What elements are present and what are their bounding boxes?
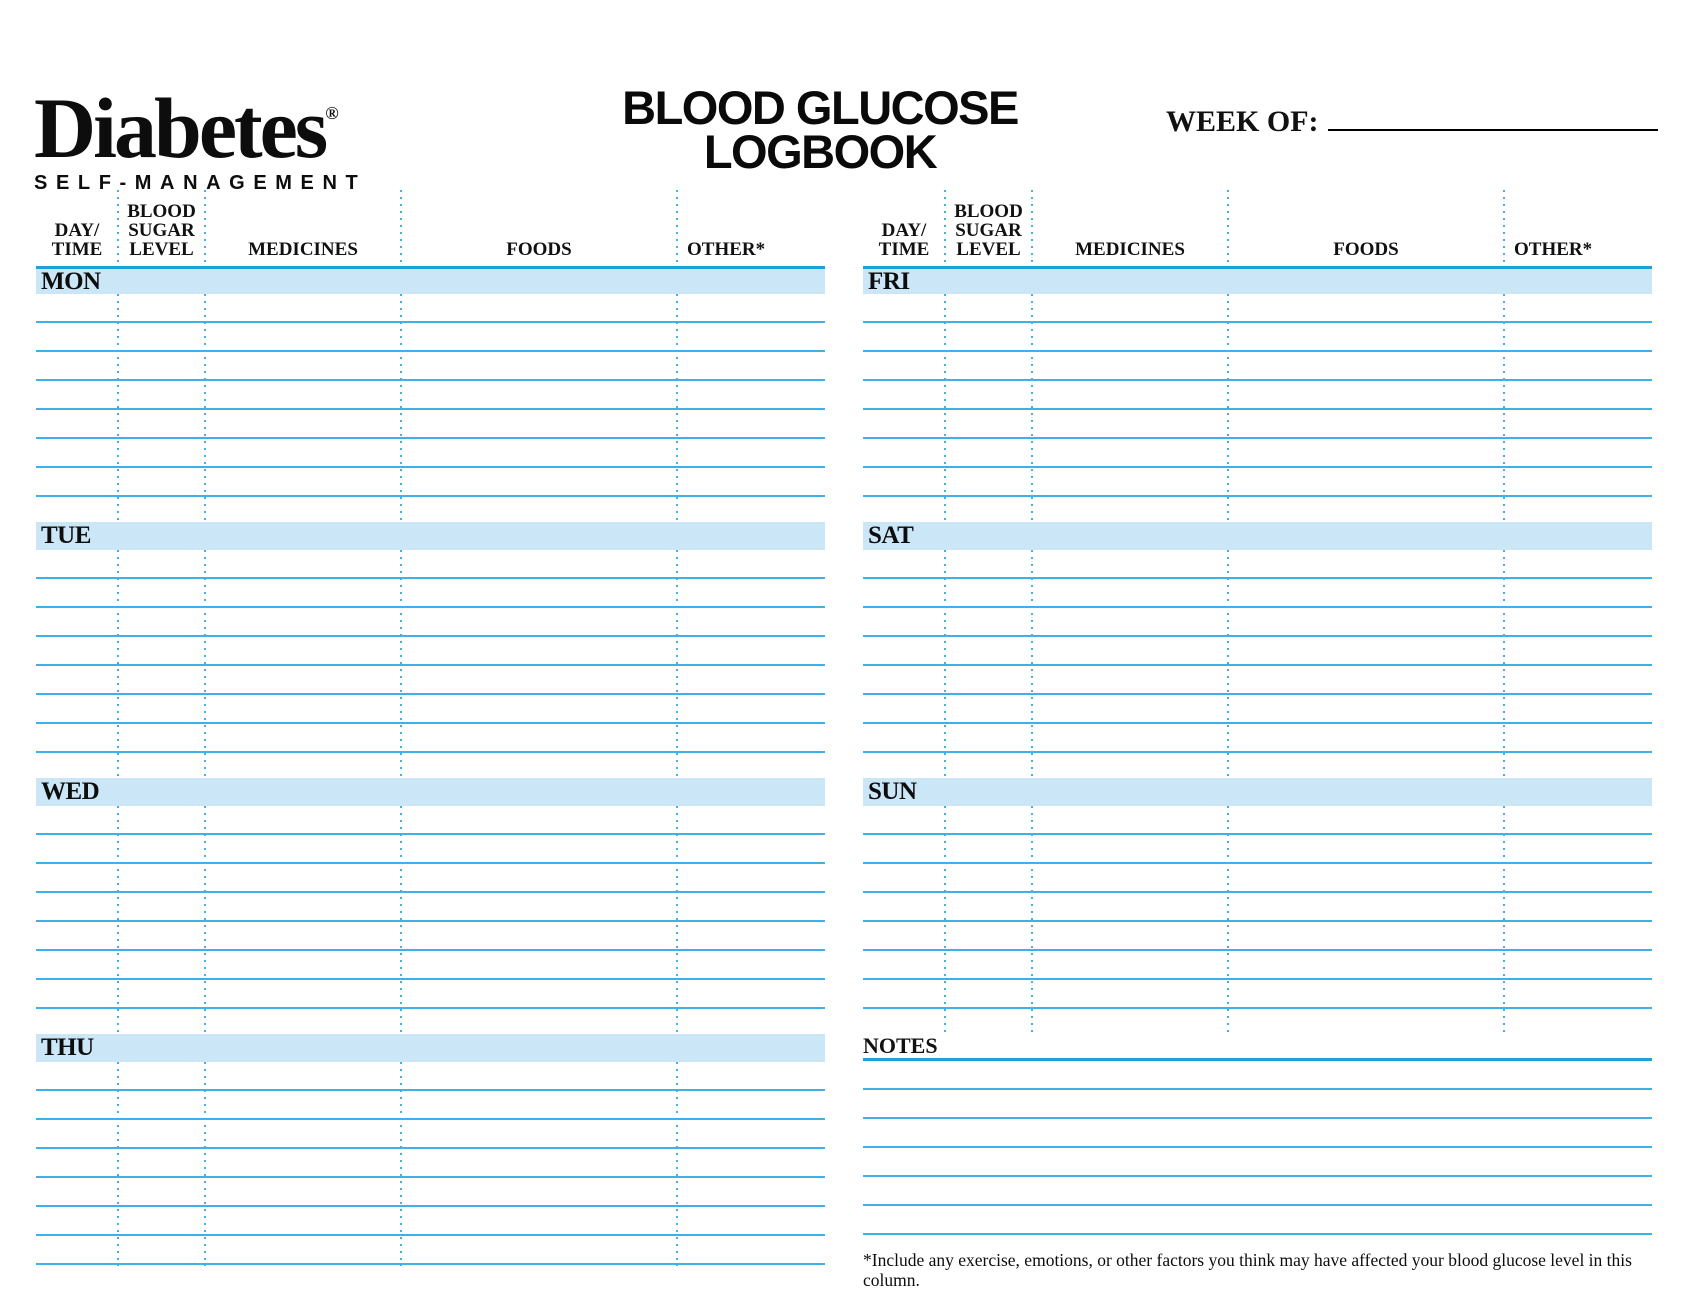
column-header-medicines: MEDICINES <box>1075 239 1185 260</box>
log-rows-fri[interactable] <box>863 294 1652 522</box>
page-title-line1: BLOOD GLUCOSE <box>622 81 1019 134</box>
day-label-tue: TUE <box>41 522 91 549</box>
week-of-label: WEEK OF: <box>1166 105 1319 138</box>
week-of-line[interactable] <box>1327 100 1658 131</box>
column-header-day-time: DAY/TIME <box>878 220 930 260</box>
day-bar-thu: THU <box>36 1034 825 1062</box>
page-title: BLOOD GLUCOSE LOGBOOK <box>565 81 1075 178</box>
brand-wordmark: Diabetes® <box>34 70 374 171</box>
column-header-other: OTHER* <box>1514 239 1593 260</box>
footnote-text: *Include any exercise, emotions, or othe… <box>863 1250 1632 1290</box>
log-rows-sun[interactable] <box>863 806 1652 1034</box>
log-rows-thu[interactable] <box>36 1062 825 1266</box>
day-bar-mon: MON <box>36 266 825 294</box>
column-header-foods: FOODS <box>1333 239 1399 260</box>
column-header-other: OTHER* <box>687 239 766 260</box>
day-label-sat: SAT <box>868 522 914 549</box>
page-title-line2: LOGBOOK <box>703 125 938 178</box>
column-header-blood-sugar-level: BLOOD SUGAR LEVEL <box>127 201 196 260</box>
column-header-day-time: DAY/TIME <box>51 220 103 260</box>
day-label-wed: WED <box>41 778 100 805</box>
brand-text: Diabetes <box>34 80 328 176</box>
registered-mark: ® <box>325 103 339 123</box>
logbook-content: DAY/TIME BLOOD SUGAR LEVEL MEDICINES FOODS… <box>36 188 1652 1290</box>
diabetes-logo: Diabetes® SELF-MANAGEMENT <box>34 70 374 195</box>
day-bar-sat: SAT <box>863 522 1652 550</box>
glucose-table-right: DAY/TIME BLOOD SUGAR LEVEL MEDICINES FOODS… <box>863 188 1652 1290</box>
column-header-foods: FOODS <box>506 239 572 260</box>
notes-heading: NOTES <box>863 1034 1652 1061</box>
log-rows-sat[interactable] <box>863 550 1652 778</box>
day-label-mon: MON <box>41 267 101 295</box>
column-header-row-right: DAY/TIME BLOOD SUGAR LEVEL MEDICINES FOODS… <box>863 188 1652 266</box>
column-header-medicines: MEDICINES <box>248 239 358 260</box>
page-header: Diabetes® SELF-MANAGEMENT BLOOD GLUCOSE … <box>0 0 1688 194</box>
day-bar-sun: SUN <box>863 778 1652 806</box>
notes-label: NOTES <box>863 1033 938 1058</box>
day-label-sun: SUN <box>868 778 917 805</box>
day-bar-wed: WED <box>36 778 825 806</box>
notes-lines[interactable] <box>863 1061 1652 1237</box>
log-rows-tue[interactable] <box>36 550 825 778</box>
column-header-blood-sugar-level: BLOOD SUGAR LEVEL <box>954 201 1023 260</box>
day-label-fri: FRI <box>868 267 910 295</box>
log-rows-mon[interactable] <box>36 294 825 522</box>
log-rows-wed[interactable] <box>36 806 825 1034</box>
day-bar-fri: FRI <box>863 266 1652 294</box>
day-label-thu: THU <box>41 1034 94 1061</box>
day-bar-tue: TUE <box>36 522 825 550</box>
notes-section: NOTES *Include any exercise, emotions, o… <box>863 1034 1652 1290</box>
week-of-field: WEEK OF: <box>1166 100 1658 139</box>
column-header-row-left: DAY/TIME BLOOD SUGAR LEVEL MEDICINES FOODS… <box>36 188 825 266</box>
glucose-table-left: DAY/TIME BLOOD SUGAR LEVEL MEDICINES FOODS… <box>36 188 825 1290</box>
